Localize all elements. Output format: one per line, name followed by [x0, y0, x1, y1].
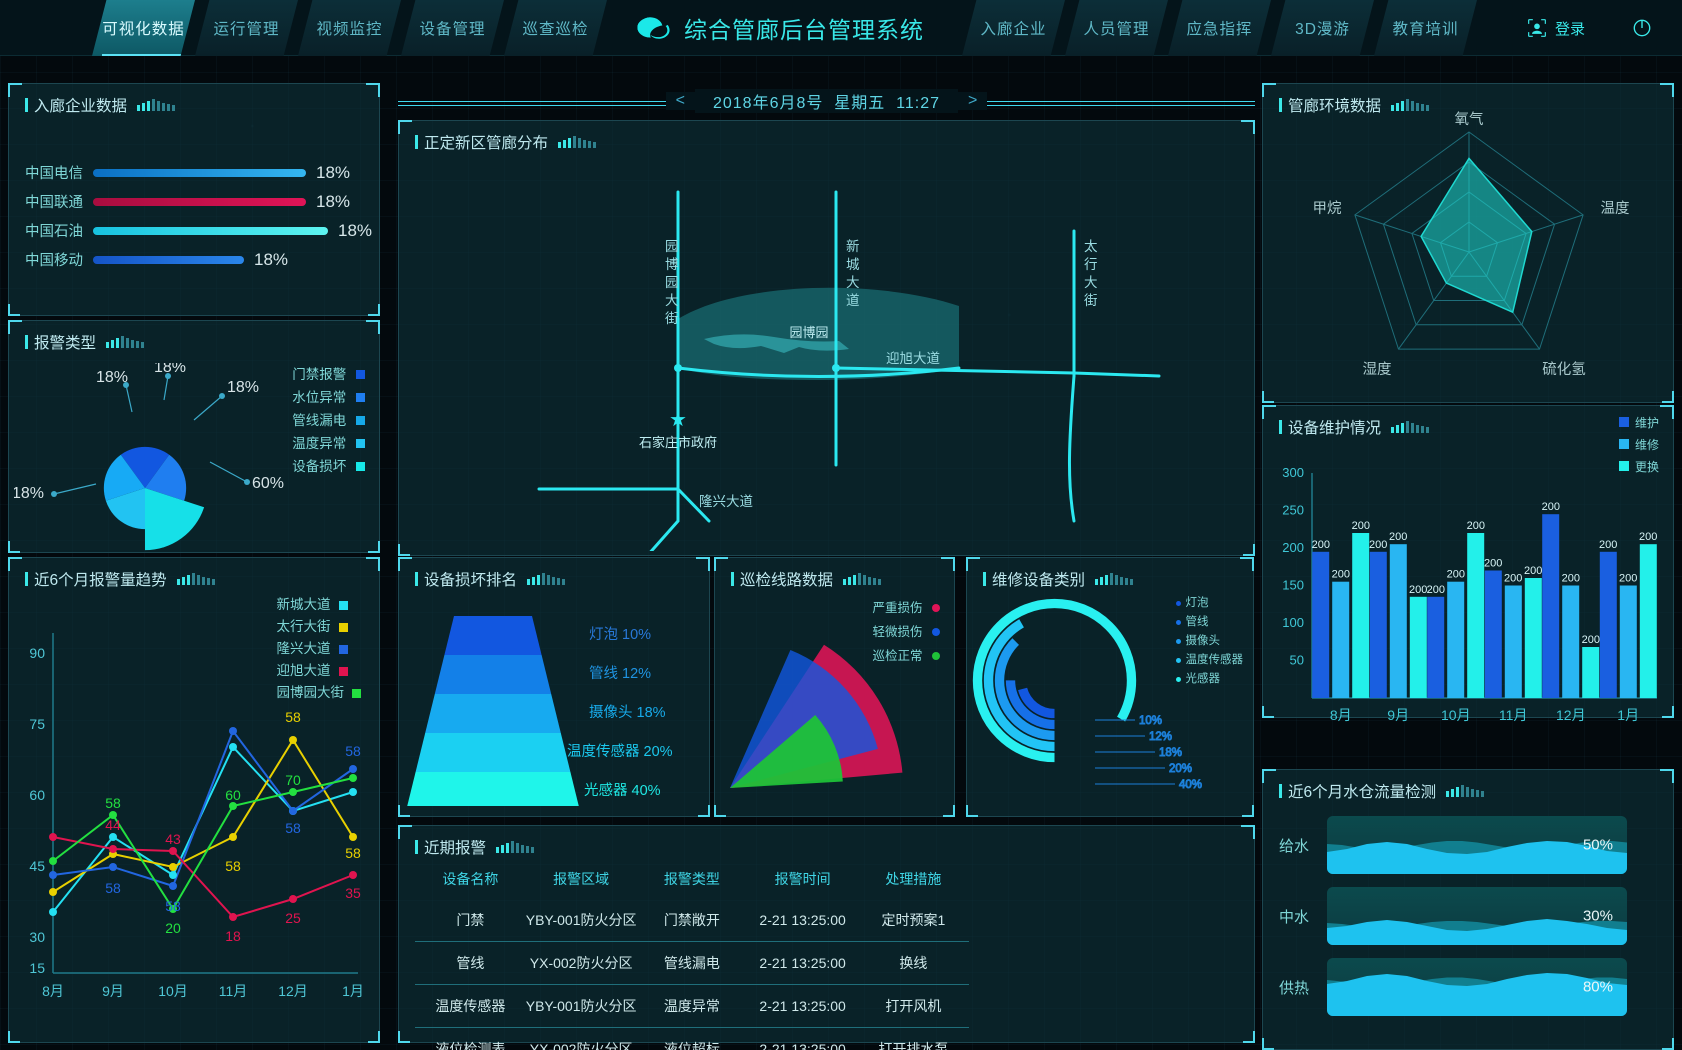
svg-text:200: 200	[1639, 531, 1657, 543]
svg-text:58: 58	[105, 795, 121, 811]
svg-text:道: 道	[846, 293, 860, 308]
svg-text:58: 58	[285, 820, 301, 836]
svg-text:10月: 10月	[1441, 707, 1471, 723]
svg-text:石家庄市政府: 石家庄市政府	[639, 435, 717, 450]
svg-text:200: 200	[1619, 573, 1637, 585]
svg-text:58: 58	[165, 898, 181, 914]
svg-text:90: 90	[29, 645, 45, 661]
svg-text:9月: 9月	[1387, 707, 1409, 723]
svg-text:20: 20	[165, 920, 181, 936]
svg-text:200: 200	[1542, 501, 1560, 513]
svg-text:光感器 40%: 光感器 40%	[584, 782, 661, 799]
svg-text:10%: 10%	[1139, 715, 1162, 727]
svg-text:18%: 18%	[14, 485, 44, 502]
svg-text:摄像头 18%: 摄像头 18%	[589, 704, 666, 721]
svg-text:太: 太	[1084, 239, 1098, 254]
svg-text:58: 58	[345, 743, 361, 759]
svg-text:30: 30	[29, 929, 45, 945]
svg-text:行: 行	[1084, 257, 1098, 272]
svg-text:18%: 18%	[154, 363, 186, 376]
svg-text:氧气: 氧气	[1455, 111, 1484, 128]
svg-text:11月: 11月	[219, 983, 248, 999]
svg-text:300: 300	[1282, 465, 1304, 480]
svg-text:城: 城	[846, 257, 860, 272]
svg-text:35: 35	[345, 885, 361, 901]
svg-text:60: 60	[29, 787, 45, 803]
svg-text:200: 200	[1447, 569, 1465, 581]
svg-text:11月: 11月	[1499, 707, 1528, 723]
svg-text:18%: 18%	[96, 369, 128, 386]
svg-text:8月: 8月	[1330, 707, 1352, 723]
svg-text:12%: 12%	[1149, 731, 1172, 743]
svg-text:58: 58	[105, 880, 121, 896]
svg-text:温度传感器 20%: 温度传感器 20%	[567, 743, 673, 760]
svg-text:44: 44	[105, 817, 121, 833]
svg-text:200: 200	[1369, 539, 1387, 551]
svg-text:甲烷: 甲烷	[1313, 200, 1342, 217]
svg-text:20%: 20%	[1169, 763, 1192, 775]
svg-text:大: 大	[665, 293, 679, 308]
svg-text:200: 200	[1524, 565, 1542, 577]
svg-text:60%: 60%	[252, 475, 284, 492]
svg-text:70: 70	[285, 772, 301, 788]
svg-text:园博园: 园博园	[789, 325, 828, 340]
svg-text:60: 60	[225, 787, 241, 803]
svg-text:园: 园	[665, 275, 679, 290]
svg-text:大: 大	[846, 275, 860, 290]
svg-text:200: 200	[1332, 569, 1350, 581]
svg-text:9月: 9月	[102, 983, 124, 999]
svg-text:15: 15	[29, 960, 45, 976]
svg-text:10月: 10月	[158, 983, 188, 999]
svg-text:150: 150	[1282, 578, 1304, 593]
svg-text:58: 58	[345, 845, 361, 861]
svg-text:隆兴大道: 隆兴大道	[699, 494, 753, 509]
svg-text:200: 200	[1484, 558, 1502, 570]
svg-text:45: 45	[29, 858, 45, 874]
svg-text:12月: 12月	[278, 983, 308, 999]
svg-text:200: 200	[1352, 520, 1370, 532]
svg-text:58: 58	[225, 858, 241, 874]
svg-text:园: 园	[665, 239, 679, 254]
svg-text:湿度: 湿度	[1363, 361, 1392, 378]
svg-text:75: 75	[29, 716, 45, 732]
svg-text:温度: 温度	[1601, 200, 1630, 217]
svg-text:25: 25	[285, 910, 301, 926]
svg-text:43: 43	[165, 831, 181, 847]
svg-text:200: 200	[1409, 584, 1427, 596]
svg-text:灯泡 10%: 灯泡 10%	[589, 626, 651, 643]
svg-text:迎旭大道: 迎旭大道	[886, 351, 940, 366]
svg-text:18%: 18%	[1159, 747, 1182, 759]
svg-text:200: 200	[1504, 573, 1522, 585]
svg-text:街: 街	[1084, 293, 1098, 308]
svg-text:200: 200	[1312, 539, 1330, 551]
svg-text:★: ★	[669, 409, 687, 431]
svg-text:200: 200	[1582, 634, 1600, 646]
svg-text:100: 100	[1282, 615, 1304, 630]
svg-text:200: 200	[1599, 539, 1617, 551]
svg-text:18: 18	[225, 928, 241, 944]
svg-text:街: 街	[665, 311, 679, 326]
svg-text:200: 200	[1427, 584, 1445, 596]
svg-text:1月: 1月	[1617, 707, 1639, 723]
svg-text:8月: 8月	[42, 983, 64, 999]
svg-text:58: 58	[285, 709, 301, 725]
svg-text:大: 大	[1084, 275, 1098, 290]
svg-text:博: 博	[665, 256, 679, 272]
svg-text:200: 200	[1467, 520, 1485, 532]
svg-text:硫化氢: 硫化氢	[1542, 361, 1586, 378]
svg-text:18%: 18%	[227, 379, 259, 396]
svg-text:200: 200	[1282, 540, 1304, 555]
svg-text:新: 新	[846, 239, 860, 254]
svg-text:40%: 40%	[1179, 779, 1202, 791]
svg-text:50: 50	[1290, 653, 1304, 668]
svg-text:200: 200	[1389, 531, 1407, 543]
svg-text:12月: 12月	[1556, 707, 1586, 723]
svg-text:200: 200	[1562, 573, 1580, 585]
svg-text:管线 12%: 管线 12%	[589, 665, 651, 682]
svg-text:1月: 1月	[342, 983, 364, 999]
svg-text:250: 250	[1282, 503, 1304, 518]
